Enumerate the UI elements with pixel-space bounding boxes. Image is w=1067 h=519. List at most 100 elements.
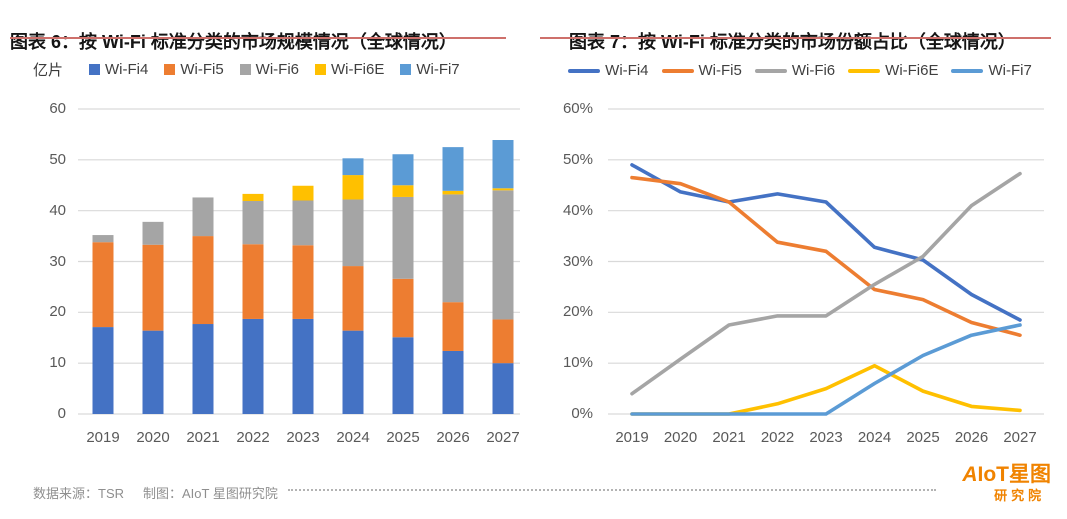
bar-segment-wi-fi4-2025 — [392, 337, 414, 414]
x-axis-tick-label: 2020 — [136, 429, 170, 446]
x-axis-tick-label: 2026 — [436, 429, 470, 446]
bar-segment-wi-fi6-2026 — [442, 194, 464, 303]
bar-segment-wi-fi5-2023 — [292, 245, 314, 319]
y-axis-tick-label: 60 — [49, 100, 66, 117]
bar-segment-wi-fi4-2020 — [142, 330, 164, 414]
bar-segment-wi-fi4-2024 — [342, 330, 364, 414]
legend-item-wi-fi7: Wi-Fi7 — [951, 62, 1032, 79]
line-series-wi-fi5 — [630, 175, 1022, 337]
legend-item-wi-fi5: Wi-Fi5 — [661, 62, 742, 79]
bar-segment-wi-fi7-2024 — [342, 158, 364, 176]
bar-segment-wi-fi5-2024 — [342, 266, 364, 331]
chart7-title: 图表 7：按 Wi-Fi 标准分类的市场份额占比（全球情况） — [569, 31, 1016, 52]
bar-chart-svg — [78, 108, 520, 415]
y-axis-tick-label: 0 — [57, 405, 66, 422]
legend-line-icon — [754, 68, 787, 73]
line-series-wi-fi6e — [630, 363, 1022, 416]
legend-label: Wi-Fi4 — [105, 61, 149, 78]
x-axis-tick-label: 2020 — [663, 429, 698, 446]
bar-segment-wi-fi6e-2026 — [442, 190, 464, 195]
y-axis-unit-label: 亿片 — [33, 62, 64, 79]
bar-segment-wi-fi5-2027 — [492, 319, 514, 364]
y-axis-tick-label: 30% — [562, 252, 593, 270]
legend-line-icon — [848, 68, 881, 73]
y-axis-tick-label: 30 — [49, 252, 66, 270]
line-chart-plot — [600, 104, 1050, 420]
bar-segment-wi-fi5-2022 — [242, 244, 264, 319]
legend-item-wi-fi6: Wi-Fi6 — [754, 62, 836, 79]
bar-segment-wi-fi7-2027 — [492, 140, 514, 189]
bar-segment-wi-fi5-2019 — [92, 242, 114, 328]
bar-segment-wi-fi6e-2025 — [392, 185, 414, 197]
legend-item-wi-fi6e: Wi-Fi6E — [848, 62, 938, 79]
chart6-legend-row: 亿片 Wi-Fi4 Wi-Fi5 Wi-Fi6 Wi-Fi6E Wi-Fi7 — [33, 59, 460, 80]
legend-label: Wi-Fi5 — [180, 61, 224, 78]
y-axis-tick-label: 50 — [49, 150, 66, 168]
bar-segment-wi-fi7-2026 — [442, 147, 464, 191]
bar-segment-wi-fi6e-2023 — [292, 185, 314, 201]
chart-credit-label: 制图：AIoT 星图研究院 — [143, 486, 278, 501]
bar-segment-wi-fi5-2026 — [442, 302, 464, 351]
bar-segment-wi-fi4-2027 — [492, 363, 514, 414]
logo-wordmark: AIoT星图 — [962, 463, 1051, 486]
bar-segment-wi-fi5-2025 — [392, 278, 414, 338]
bar-segment-wi-fi6-2020 — [142, 221, 164, 245]
data-source-label: 数据来源：TSR — [33, 486, 125, 501]
bar-segment-wi-fi5-2021 — [192, 236, 214, 325]
legend-item-wi-fi4: Wi-Fi4 — [568, 62, 649, 79]
chart7-legend: Wi-Fi4 Wi-Fi5 Wi-Fi6 Wi-Fi6E Wi-Fi7 — [568, 62, 1032, 79]
x-axis-tick-label: 2024 — [336, 429, 370, 446]
y-axis-tick-label: 0% — [571, 405, 593, 422]
bar-segment-wi-fi6e-2027 — [492, 188, 514, 191]
legend-item-wi-fi7: Wi-Fi7 — [400, 61, 460, 78]
bar-segment-wi-fi4-2026 — [442, 350, 464, 414]
bar-segment-wi-fi4-2019 — [92, 327, 114, 414]
legend-label: Wi-Fi6E — [331, 61, 385, 78]
bar-segment-wi-fi6-2025 — [392, 196, 414, 279]
x-axis-tick-label: 2022 — [236, 429, 270, 446]
chart6-legend: Wi-Fi4 Wi-Fi5 Wi-Fi6 Wi-Fi6E Wi-Fi7 — [89, 61, 460, 78]
line-chart-svg — [608, 108, 1044, 416]
x-axis-tick-label: 2024 — [857, 429, 892, 446]
x-axis-tick-label: 2027 — [486, 429, 520, 446]
line-series-wi-fi7 — [630, 323, 1022, 416]
bar-segment-wi-fi7-2025 — [392, 154, 414, 186]
legend-label: Wi-Fi7 — [988, 62, 1032, 79]
legend-label: Wi-Fi6 — [255, 61, 299, 78]
legend-item-wi-fi6: Wi-Fi6 — [239, 61, 299, 78]
chart7-legend-row: Wi-Fi4 Wi-Fi5 Wi-Fi6 Wi-Fi6E Wi-Fi7 — [538, 62, 1062, 79]
x-axis-tick-label: 2025 — [386, 429, 420, 446]
bar-segment-wi-fi4-2021 — [192, 324, 214, 414]
legend-item-wi-fi5: Wi-Fi5 — [164, 61, 224, 78]
legend-line-icon — [951, 68, 984, 73]
legend-label: Wi-Fi6 — [791, 62, 836, 79]
x-axis-tick-label: 2019 — [86, 429, 120, 446]
y-axis-tick-label: 60% — [562, 100, 593, 117]
bar-segment-wi-fi6e-2022 — [242, 193, 264, 202]
bar-chart-plot — [73, 104, 525, 420]
legend-item-wi-fi4: Wi-Fi4 — [89, 61, 148, 78]
y-axis-tick-label: 40% — [562, 201, 593, 219]
footer-dotted-divider — [288, 489, 936, 491]
y-axis-tick-label: 50% — [562, 150, 593, 168]
chart7-title-underline — [540, 37, 1051, 39]
legend-swatch-icon — [400, 64, 412, 75]
line-series-wi-fi4 — [630, 163, 1022, 322]
y-axis-tick-label: 40 — [49, 201, 66, 219]
legend-swatch-icon — [239, 64, 251, 75]
bar-segment-wi-fi6-2022 — [242, 201, 264, 245]
logo-subtext: 研究院 — [994, 488, 1046, 504]
bar-segment-wi-fi6-2024 — [342, 199, 364, 267]
bar-segment-wi-fi6-2023 — [292, 200, 314, 246]
y-axis-tick-label: 10 — [49, 354, 66, 372]
legend-line-icon — [568, 68, 601, 73]
bar-segment-wi-fi4-2023 — [292, 318, 314, 414]
legend-swatch-icon — [89, 64, 101, 75]
legend-item-wi-fi6e: Wi-Fi6E — [315, 61, 384, 78]
legend-label: Wi-Fi5 — [698, 62, 742, 79]
bar-segment-wi-fi5-2020 — [142, 244, 164, 331]
legend-label: Wi-Fi6E — [885, 62, 939, 79]
x-axis-tick-label: 2023 — [809, 429, 843, 446]
chart6-title-underline — [10, 37, 506, 39]
x-axis-tick-label: 2021 — [712, 429, 746, 446]
